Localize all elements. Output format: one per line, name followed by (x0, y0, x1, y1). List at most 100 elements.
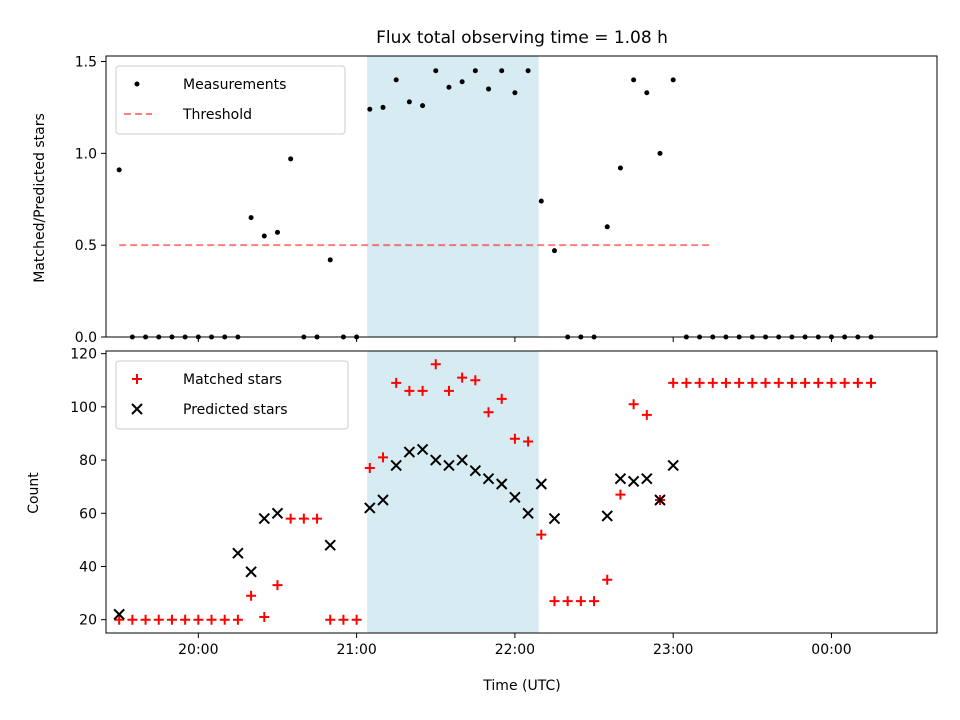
matched-point (641, 409, 652, 420)
matched-point (259, 612, 270, 623)
matched-point (747, 377, 758, 388)
predicted-point (509, 491, 521, 504)
measurement-point (261, 233, 267, 239)
highlight-interval (367, 56, 539, 337)
matched-point (285, 513, 296, 524)
matched-point (166, 614, 177, 625)
y-axis-label-ratio: Matched/Predicted stars (32, 113, 48, 283)
matched-point (312, 513, 323, 524)
legend-box (115, 360, 349, 430)
matched-point (866, 377, 877, 388)
matched-point (430, 359, 441, 370)
y-tick-label: 1.0 (75, 146, 97, 162)
matched-point (562, 596, 573, 607)
matched-point (391, 377, 402, 388)
predicted-point (627, 475, 640, 488)
matched-point (615, 489, 626, 500)
matched-point (760, 377, 771, 388)
ratio-panel: 0.0 0.5 1.0 1.5 Measurements Threshold (75, 55, 938, 346)
measurement-point (393, 77, 399, 83)
matched-point (496, 393, 507, 404)
matched-point (378, 452, 388, 463)
measurement-point (406, 99, 412, 105)
axes-frame (105, 350, 938, 634)
y-tick-label: 0.5 (75, 238, 97, 254)
matched-point (246, 590, 257, 601)
matched-point (509, 433, 520, 444)
matched-point (602, 574, 613, 585)
predicted-point (522, 507, 534, 519)
predicted-point (469, 465, 482, 477)
legend-box (115, 65, 346, 135)
matched-point (140, 614, 151, 625)
measurement-point (433, 68, 439, 74)
matched-point (219, 614, 230, 625)
matched-point (338, 614, 349, 625)
legend-label: Predicted stars (183, 402, 288, 418)
predicted-point (456, 454, 468, 466)
predicted-point (377, 494, 389, 506)
predicted-point (232, 547, 244, 559)
measurement-point (657, 150, 663, 156)
y-tick-label: 40 (79, 559, 97, 575)
highlight-interval (367, 351, 539, 633)
predicted-point (654, 494, 666, 506)
measurement-point (274, 229, 280, 235)
measurement-point (248, 215, 254, 221)
predicted-point (113, 608, 125, 621)
legend-label: Measurements (183, 77, 286, 93)
matched-point (457, 372, 468, 383)
predicted-point (548, 512, 561, 525)
y-tick-label: 120 (70, 347, 97, 363)
measurement-point (644, 90, 650, 96)
measurement-point (617, 165, 623, 171)
matched-point (298, 513, 309, 524)
predicted-point (324, 539, 336, 551)
matched-point (114, 614, 125, 625)
measurement-point (472, 68, 478, 74)
x-tick-label: 20:00 (178, 642, 218, 658)
matched-point (523, 436, 534, 447)
matched-point (839, 377, 850, 388)
measurement-point (512, 90, 518, 96)
matched-point (681, 377, 692, 388)
matched-point (443, 385, 454, 396)
matched-point (206, 614, 217, 625)
predicted-point (482, 472, 495, 485)
measurement-point (446, 84, 452, 90)
matched-point (668, 377, 679, 388)
matched-point (483, 407, 494, 418)
predicted-point (614, 472, 627, 485)
matched-point (813, 377, 824, 388)
matched-point (707, 377, 718, 388)
legend: Measurements Threshold (115, 65, 346, 135)
matched-point (773, 377, 784, 388)
measurement-point (459, 79, 465, 85)
axes-frame (105, 55, 938, 338)
matched-point (325, 614, 336, 625)
legend-label: Matched stars (183, 372, 282, 388)
matched-point (800, 377, 811, 388)
predicted-point (601, 510, 613, 522)
measurement-point (525, 68, 531, 74)
matched-point (232, 614, 243, 625)
matched-point (826, 377, 837, 388)
legend-marker-measurement (134, 81, 140, 87)
x-axis-label: Time (UTC) (482, 678, 560, 694)
matched-point (351, 614, 362, 625)
measurement-point (551, 248, 557, 254)
measurement-point (380, 104, 386, 110)
predicted-point (403, 446, 416, 458)
predicted-point (535, 478, 547, 490)
predicted-point (430, 454, 442, 466)
predicted-point (443, 459, 455, 472)
matched-point (153, 614, 164, 625)
matched-point (272, 580, 283, 591)
matched-point (575, 596, 586, 607)
predicted-point (496, 478, 508, 490)
chart-title: Flux total observing time = 1.08 h (376, 28, 668, 48)
matched-point (628, 399, 639, 410)
y-axis-label-count: Count (26, 472, 42, 514)
measurement-point (604, 224, 610, 230)
